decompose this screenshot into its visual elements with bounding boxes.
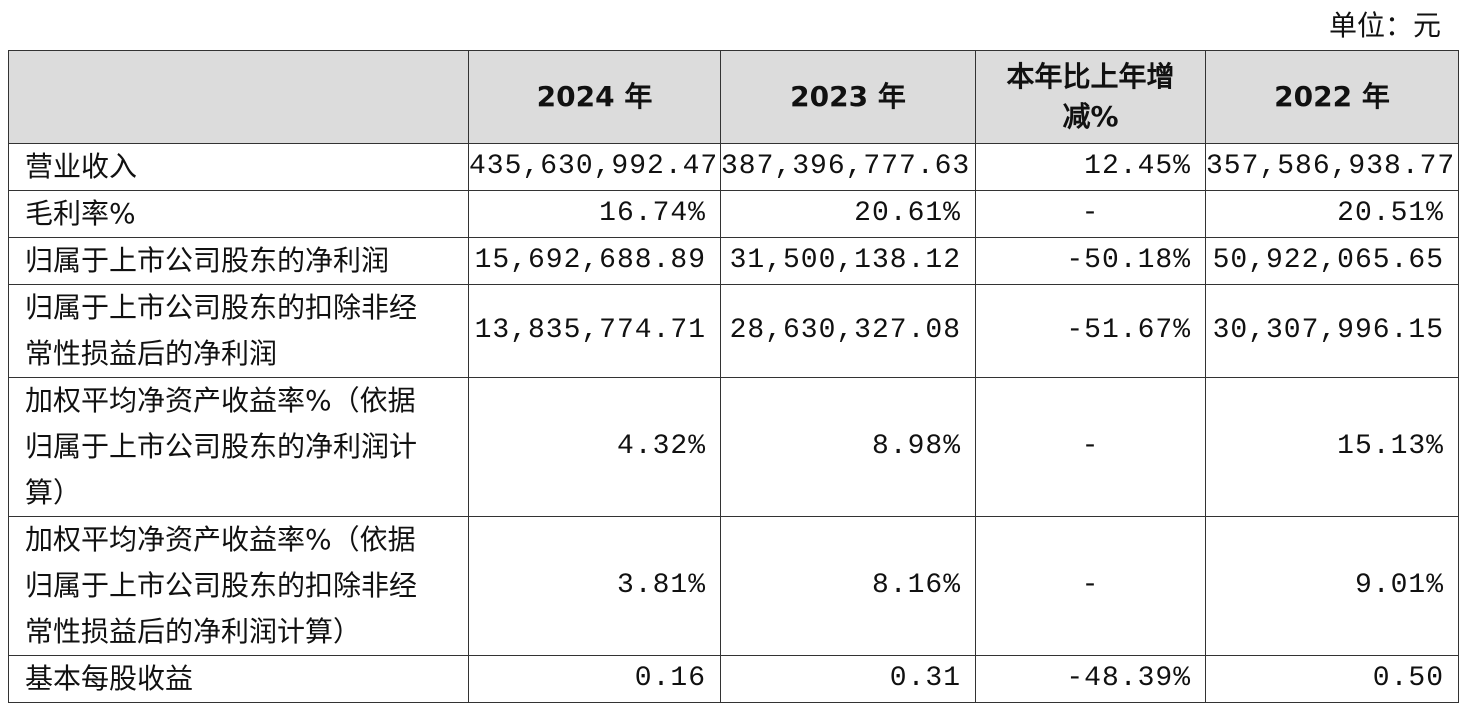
value-cell: -51.67% [975, 284, 1206, 378]
value-cell: 387,396,777.63 [720, 143, 976, 191]
table-row: 归属于上市公司股东的扣除非经常性损益后的净利润 13,835,774.71 28,6… [8, 284, 1459, 378]
value-cell: 9.01% [1205, 516, 1459, 656]
table-row: 毛利率% 16.74% 20.61% -20.51% [8, 190, 1459, 238]
table-row: 加权平均净资产收益率%（依据归属于上市公司股东的净利润计算） 4.32% 8.98%… [8, 377, 1459, 517]
row-label: 归属于上市公司股东的扣除非经常性损益后的净利润 [8, 284, 469, 378]
value-cell: 15.13% [1205, 377, 1459, 517]
unit-note: 单位：元 [1328, 9, 1441, 42]
data-table: 2024 年 2023 年本年比上年增减% 2022 年 营业收入 435,630,9… [8, 50, 1459, 703]
header-cell: 2023 年 [720, 50, 976, 144]
value-cell: 4.32% [468, 377, 721, 517]
table-row: 加权平均净资产收益率%（依据归属于上市公司股东的扣除非经常性损益后的净利润计算）… [8, 516, 1459, 656]
value-cell: 0.16 [468, 655, 721, 703]
value-cell: 16.74% [468, 190, 721, 238]
value-cell: 13,835,774.71 [468, 284, 721, 378]
row-label: 毛利率% [8, 190, 469, 238]
row-label: 基本每股收益 [8, 655, 469, 703]
value-cell: - [975, 516, 1206, 656]
value-cell: 3.81% [468, 516, 721, 656]
header-cell: 本年比上年增减% [975, 50, 1206, 144]
value-cell: 435,630,992.47 [468, 143, 721, 191]
value-cell: - [975, 377, 1206, 517]
value-cell: 15,692,688.89 [468, 237, 721, 285]
row-label: 营业收入 [8, 143, 469, 191]
value-cell: 8.16% [720, 516, 976, 656]
table-row: 基本每股收益 0.16 0.31 -48.39% 0.50 [8, 655, 1459, 703]
row-label: 加权平均净资产收益率%（依据归属于上市公司股东的扣除非经常性损益后的净利润计算） [8, 516, 469, 656]
value-cell: 357,586,938.77 [1205, 143, 1459, 191]
table-row: 归属于上市公司股东的净利润 15,692,688.89 31,500,138.12-… [8, 237, 1459, 285]
value-cell: 0.31 [720, 655, 976, 703]
value-cell: 20.51% [1205, 190, 1459, 238]
table-row: 营业收入 435,630,992.47 387,396,777.63 12.45% 35… [8, 143, 1459, 191]
header-cell [8, 50, 469, 144]
row-label: 加权平均净资产收益率%（依据归属于上市公司股东的净利润计算） [8, 377, 469, 517]
header-cell: 2024 年 [468, 50, 721, 144]
value-cell: -50.18% [975, 237, 1206, 285]
header-row: 2024 年 2023 年本年比上年增减% 2022 年 [8, 50, 1459, 144]
value-cell: 8.98% [720, 377, 976, 517]
value-cell: 28,630,327.08 [720, 284, 976, 378]
value-cell: 30,307,996.15 [1205, 284, 1459, 378]
value-cell: 50,922,065.65 [1205, 237, 1459, 285]
header-cell: 2022 年 [1205, 50, 1459, 144]
row-label: 归属于上市公司股东的净利润 [8, 237, 469, 285]
value-cell: 20.61% [720, 190, 976, 238]
value-cell: 31,500,138.12 [720, 237, 976, 285]
table-body: 营业收入 435,630,992.47 387,396,777.63 12.45% 35… [8, 143, 1459, 703]
value-cell: - [975, 190, 1206, 238]
value-cell: 0.50 [1205, 655, 1459, 703]
value-cell: -48.39% [975, 655, 1206, 703]
value-cell: 12.45% [975, 143, 1206, 191]
